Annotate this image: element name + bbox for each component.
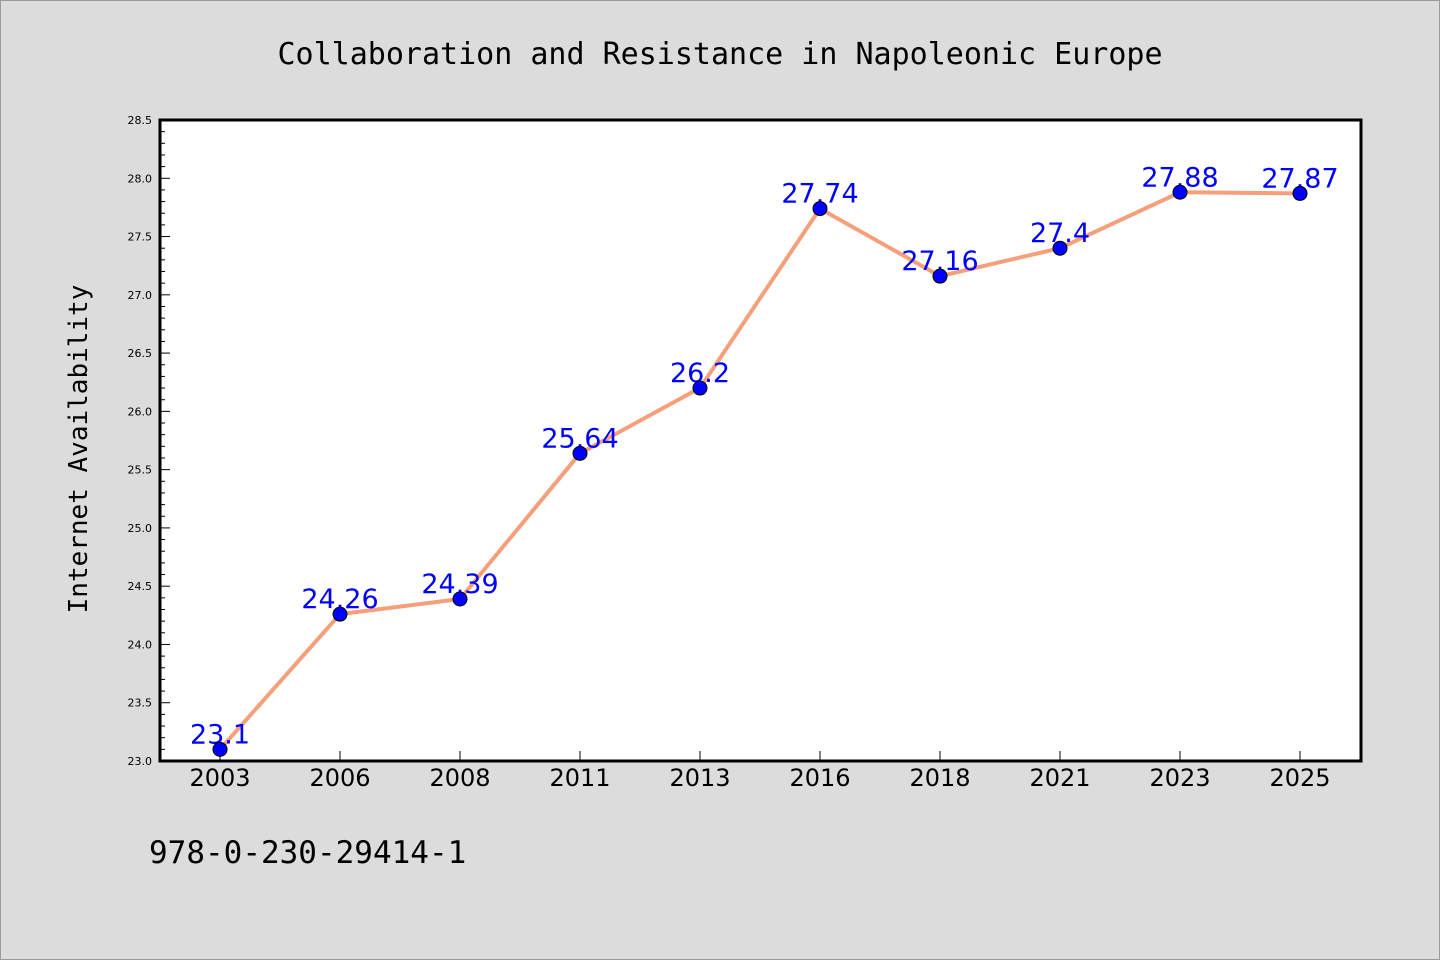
isbn-caption: 978-0-230-29414-1 [149, 835, 467, 871]
x-tick-label: 2021 [1029, 764, 1090, 792]
plot-area [158, 118, 1363, 763]
data-point [1052, 240, 1068, 256]
x-tick-label: 2023 [1149, 764, 1210, 792]
y-axis-label: Internet Availability [64, 285, 94, 614]
chart-title: Collaboration and Resistance in Napoleon… [277, 37, 1162, 72]
y-tick-label: 25.0 [128, 522, 153, 535]
y-tick-label: 24.5 [128, 580, 153, 593]
x-tick-label: 2003 [189, 764, 250, 792]
y-tick-label: 23.0 [128, 755, 153, 768]
x-tick-label: 2016 [789, 764, 850, 792]
y-tick-label: 24.0 [128, 638, 153, 651]
series-line [218, 190, 1302, 752]
x-axis-ticks: 2003 2006 2008 2011 2013 2016 2018 2021 2023 2025 [189, 751, 1331, 792]
y-tick-label: 27.5 [128, 231, 153, 244]
data-point [332, 606, 348, 622]
y-axis-ticks: 23.0 23.5 24.0 24.5 25.0 25.5 26.0 26.5 27.0 27.5… [128, 114, 170, 768]
data-point [692, 380, 708, 396]
x-tick-label: 2025 [1269, 764, 1330, 792]
x-tick-label: 2011 [549, 764, 610, 792]
y-tick-label: 26.5 [128, 347, 153, 360]
data-point [452, 591, 468, 607]
data-point [812, 201, 828, 217]
y-tick-label: 26.0 [128, 405, 153, 418]
x-tick-label: 2008 [429, 764, 490, 792]
y-tick-label: 23.5 [128, 697, 153, 710]
x-tick-label: 2018 [909, 764, 970, 792]
y-tick-label: 28.5 [128, 114, 153, 127]
data-point [1292, 185, 1308, 201]
data-series: 23.124.26 24.3925.6426.227.7427.1627.427.… [190, 162, 1339, 757]
y-tick-label: 25.5 [128, 464, 153, 477]
x-tick-label: 2006 [309, 764, 370, 792]
data-point [1172, 184, 1188, 200]
data-point [212, 741, 228, 757]
y-tick-label: 27.0 [128, 289, 153, 302]
y-tick-label: 28.0 [128, 172, 153, 185]
data-point [572, 445, 588, 461]
x-tick-label: 2013 [669, 764, 730, 792]
data-point [932, 268, 948, 284]
